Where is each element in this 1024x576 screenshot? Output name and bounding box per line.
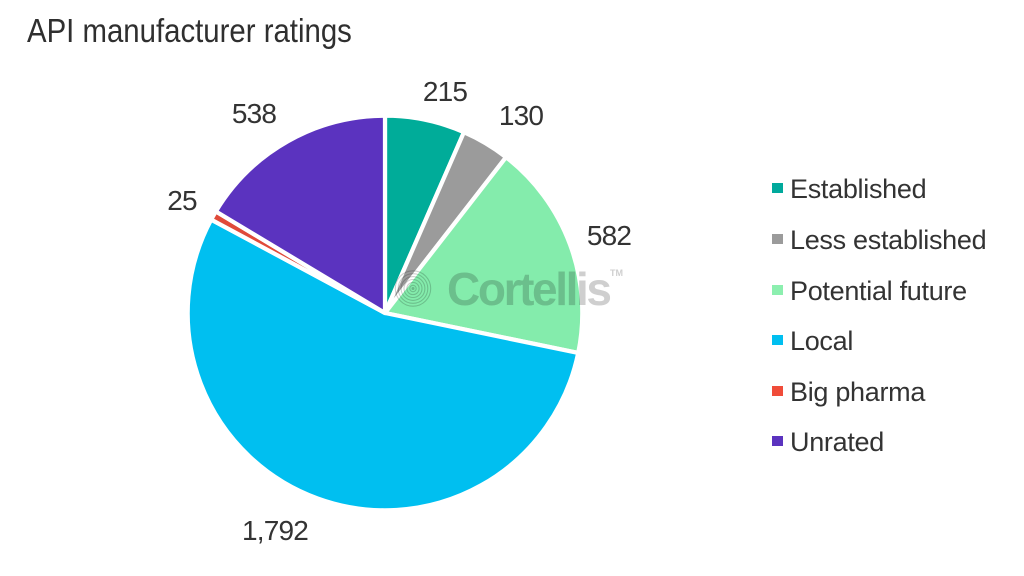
svg-text:Cortellis: Cortellis (447, 264, 612, 315)
svg-text:TM: TM (610, 268, 623, 278)
